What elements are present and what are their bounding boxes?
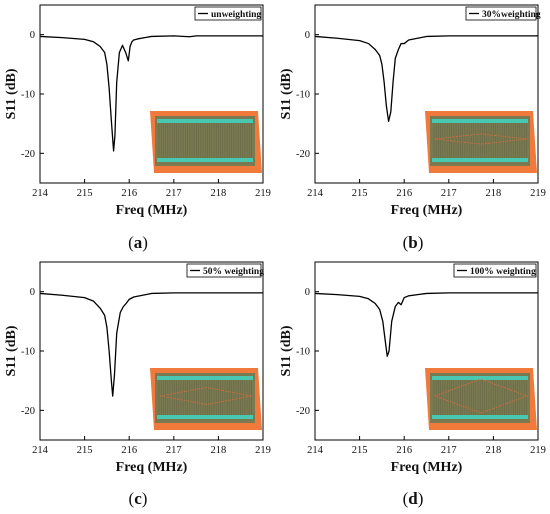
- idt-fingers: [158, 123, 252, 158]
- weighting-envelope: [433, 378, 529, 414]
- s11-series-line: [314, 35, 538, 122]
- x-tick-label: 219: [255, 445, 271, 456]
- y-tick-label: 0: [305, 287, 310, 298]
- weighting-envelope: [434, 133, 528, 145]
- x-tick-label: 218: [211, 188, 227, 199]
- legend-label: 30%weighting: [482, 10, 541, 20]
- caption-letter: b: [408, 233, 417, 252]
- chart-panel-a: 214 215 216 217 218 219 0 -10 -20 Freq (MHz) S11 (…: [4, 4, 271, 252]
- chart-panel-b: 214 215 216 217 218 219 0 -10 -20 Freq (MHz) S11 (…: [279, 4, 546, 252]
- y-tick-label: -10: [296, 347, 310, 358]
- bottom-electrode: [157, 158, 253, 162]
- s11-series-line: [39, 292, 263, 397]
- device-inset: [150, 111, 262, 173]
- x-tick-label: 214: [307, 445, 324, 456]
- top-electrode: [157, 119, 253, 123]
- idt-fingers: [433, 123, 527, 158]
- y-tick-label: -20: [296, 406, 310, 417]
- legend-box: [465, 6, 537, 21]
- s11-series-line: [314, 292, 538, 357]
- x-tick-label: 217: [441, 188, 457, 199]
- caption-letter: c: [134, 489, 142, 508]
- x-tick-label: 218: [211, 445, 227, 456]
- device-inset: [150, 368, 262, 430]
- idt-fingers: [433, 380, 527, 415]
- y-axis-title: S11 (dB): [4, 325, 19, 376]
- y-tick-label: -10: [296, 90, 310, 101]
- x-tick-label: 216: [396, 188, 412, 199]
- x-tick-label: 218: [486, 188, 502, 199]
- legend: 30%weighting: [465, 6, 541, 21]
- weighting-envelope: [159, 387, 253, 405]
- legend-box: [186, 263, 262, 278]
- legend: 50% weighting: [186, 263, 264, 278]
- chart-panel-d: 214 215 216 217 218 219 0 -10 -20 Freq (MHz) S11 (…: [279, 261, 546, 508]
- y-axis-title: S11 (dB): [279, 325, 294, 376]
- x-tick-label: 215: [352, 445, 368, 456]
- y-tick-label: -10: [21, 90, 35, 101]
- x-axis-title: Freq (MHz): [116, 460, 188, 475]
- legend-label: 50% weighting: [203, 267, 264, 277]
- x-tick-label: 218: [486, 445, 502, 456]
- legend-label: 100% weighting: [470, 267, 536, 277]
- x-tick-label: 216: [396, 445, 412, 456]
- top-electrode: [432, 376, 528, 380]
- x-tick-label: 217: [166, 445, 182, 456]
- y-axis-title: S11 (dB): [279, 68, 294, 119]
- bottom-electrode: [432, 415, 528, 419]
- top-electrode: [157, 376, 253, 380]
- bottom-electrode: [432, 158, 528, 162]
- caption-letter: a: [134, 233, 143, 252]
- legend-box: [194, 6, 262, 21]
- x-tick-label: 214: [307, 188, 324, 199]
- x-tick-label: 219: [530, 188, 546, 199]
- x-tick-label: 216: [121, 445, 137, 456]
- legend: unweighting: [194, 6, 262, 21]
- x-tick-label: 216: [121, 188, 137, 199]
- bottom-electrode: [157, 415, 253, 419]
- x-tick-label: 219: [530, 445, 546, 456]
- y-tick-label: -20: [21, 149, 35, 160]
- chart-panel-c: 214 215 216 217 218 219 0 -10 -20 Freq (MHz) S11 (…: [4, 261, 271, 508]
- y-tick-label: -20: [296, 149, 310, 160]
- y-tick-label: 0: [30, 287, 35, 298]
- x-tick-label: 215: [352, 188, 368, 199]
- x-tick-label: 214: [32, 445, 49, 456]
- panel-caption: (a): [128, 233, 148, 252]
- device-inset: [425, 368, 537, 430]
- x-axis-title: Freq (MHz): [116, 203, 188, 218]
- x-axis-title: Freq (MHz): [391, 460, 463, 475]
- x-tick-label: 215: [77, 188, 93, 199]
- device-inset: [425, 111, 537, 173]
- y-tick-label: 0: [30, 30, 35, 41]
- x-tick-label: 219: [255, 188, 271, 199]
- top-electrode: [432, 119, 528, 123]
- y-tick-label: -20: [21, 406, 35, 417]
- caption-letter: d: [408, 489, 418, 508]
- legend: 100% weighting: [453, 263, 537, 278]
- panel-caption: (b): [403, 233, 424, 252]
- s11-series-line: [39, 35, 263, 152]
- y-tick-label: -10: [21, 347, 35, 358]
- x-tick-label: 217: [166, 188, 182, 199]
- y-tick-label: 0: [305, 30, 310, 41]
- legend-box: [453, 263, 537, 278]
- x-tick-label: 215: [77, 445, 93, 456]
- legend-label: unweighting: [211, 10, 261, 20]
- panel-caption: (c): [129, 489, 148, 508]
- x-axis-title: Freq (MHz): [391, 203, 463, 218]
- y-axis-title: S11 (dB): [4, 68, 19, 119]
- x-tick-label: 214: [32, 188, 49, 199]
- x-tick-label: 217: [441, 445, 457, 456]
- panel-caption: (d): [403, 489, 424, 508]
